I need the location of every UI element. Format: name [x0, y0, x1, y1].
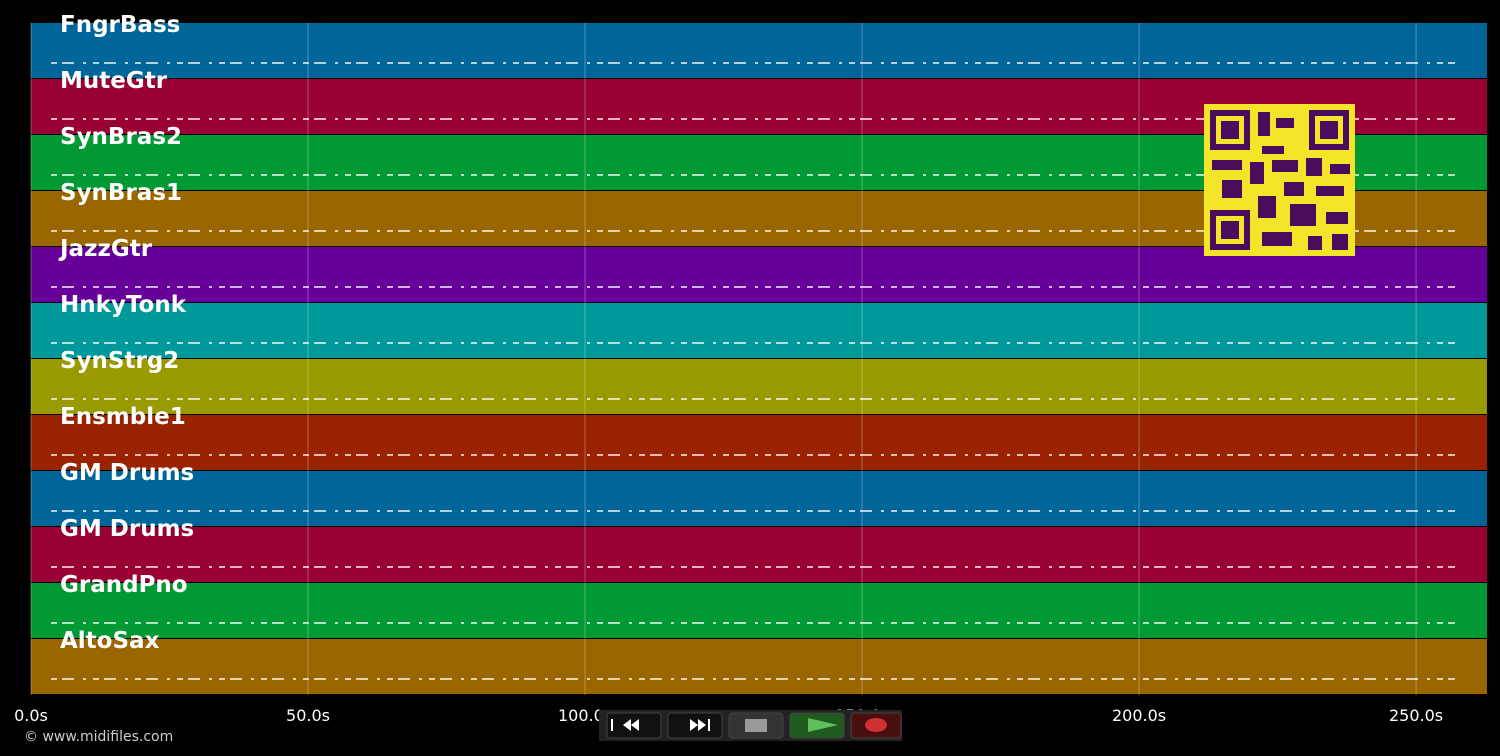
track-lane [31, 303, 1487, 358]
track-name: GM Drums [60, 460, 194, 486]
track-lane [31, 23, 1487, 78]
copyright: © www.midifiles.com [24, 729, 173, 745]
track-lane [31, 247, 1487, 302]
x-tick-label: 250.0s [1389, 706, 1443, 725]
track-lane [31, 415, 1487, 470]
x-tick-label: 0.0s [14, 706, 48, 725]
grid [30, 23, 1417, 695]
track-name: SynStrg2 [60, 348, 179, 374]
track-lane [31, 471, 1487, 526]
track-name: SynBras2 [60, 124, 182, 150]
track-name: JazzGtr [58, 236, 153, 262]
track-name: AltoSax [60, 628, 160, 654]
track-name: HnkyTonk [60, 292, 187, 318]
record-button[interactable] [850, 712, 902, 739]
track-lane [31, 639, 1487, 694]
track-lane [31, 583, 1487, 638]
track-lane [31, 527, 1487, 582]
track-name: GrandPno [60, 572, 188, 598]
track-name: MuteGtr [60, 68, 168, 94]
playback-controls [599, 710, 902, 741]
track-name: FngrBass [60, 12, 180, 38]
track-name: SynBras1 [60, 180, 182, 206]
track-name: GM Drums [60, 516, 194, 542]
qr-code [1204, 104, 1355, 256]
x-tick-label: 100.0s [558, 706, 612, 725]
forward-button[interactable] [667, 712, 723, 739]
track-lane [31, 359, 1487, 414]
x-tick-label: 50.0s [286, 706, 330, 725]
track-name: Ensmble1 [60, 404, 186, 430]
stop-button[interactable] [728, 712, 784, 739]
x-tick-label: 200.0s [1112, 706, 1166, 725]
play-button[interactable] [789, 712, 845, 739]
rewind-button[interactable] [606, 712, 662, 739]
